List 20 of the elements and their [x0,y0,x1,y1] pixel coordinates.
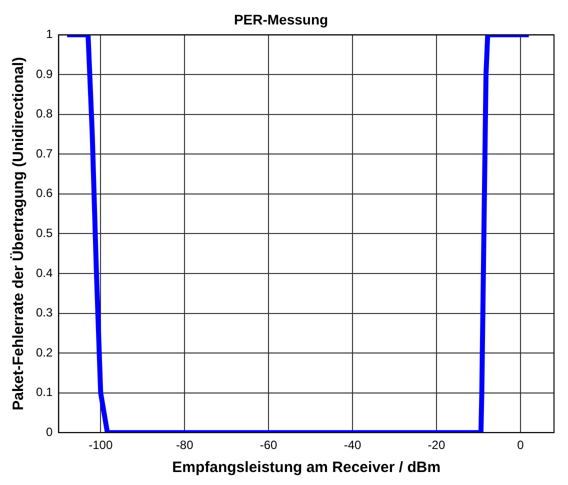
x-axis-title: Empfangsleistung am Receiver / dBm [172,459,441,476]
y-tick-label: 0.7 [36,146,53,160]
chart-title: PER-Messung [234,11,328,28]
x-tick-label: -100 [88,438,113,452]
x-tick-label: -40 [344,438,362,452]
y-tick-label: 0.9 [36,66,53,81]
y-tick-label: 1 [46,27,53,42]
y-axis-title: Paket-Fehlerrate der Übertragung (Unidirectional) [10,56,28,410]
y-tick-label: 0.1 [36,385,53,400]
x-tick-label: -60 [260,438,278,452]
y-tick-label: 0.8 [36,106,53,121]
y-tick-label: 0.3 [36,306,53,320]
y-tick-label: 0.6 [36,186,53,200]
y-tick-label: 0 [46,424,53,439]
y-tick-label: 0.2 [36,345,53,360]
x-tick-label: -80 [176,438,194,452]
x-tick-label: 0 [517,438,524,452]
y-tick-label: 0.5 [36,226,53,240]
x-tick-label: -20 [428,438,446,452]
y-tick-label: 0.4 [36,266,53,280]
